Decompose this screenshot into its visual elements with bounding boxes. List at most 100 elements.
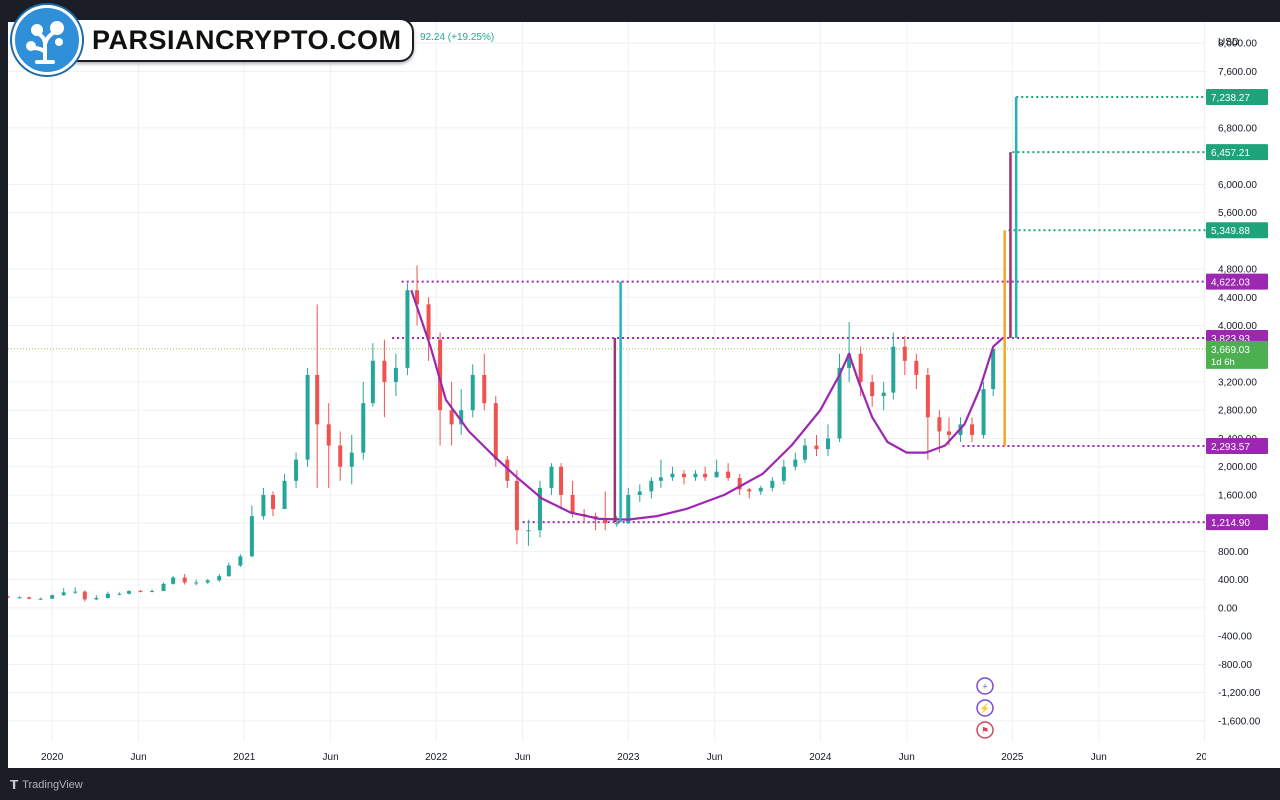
currency-label: USD xyxy=(1218,37,1239,48)
candle xyxy=(493,403,498,460)
candle xyxy=(226,565,231,577)
candle xyxy=(27,597,32,599)
price-axis-panel[interactable]: USD 8,000.00 7,600.00 6,800.00 6,000.00 5,600… xyxy=(1162,22,1280,768)
candle xyxy=(837,367,842,439)
x-tick-label: 2024 xyxy=(809,752,832,763)
candle xyxy=(38,598,43,600)
plus-icon xyxy=(976,677,994,695)
y-tick-label: -1,200.00 xyxy=(1218,688,1261,699)
candle xyxy=(361,403,366,453)
x-tick-label: 2020 xyxy=(41,752,64,763)
candle xyxy=(737,478,742,490)
candle xyxy=(405,290,410,368)
x-tick-label: 2025 xyxy=(1001,752,1024,763)
y-tick-label: 6,000.00 xyxy=(1218,180,1257,191)
y-tick-label: -1,600.00 xyxy=(1218,716,1261,727)
plus-icon-glyph: + xyxy=(982,682,987,692)
level-price-label: 1,214.90 xyxy=(1211,518,1250,529)
candle xyxy=(150,590,155,592)
candle xyxy=(726,471,731,478)
tradingview-logo[interactable]: 𝗧 TradingView xyxy=(10,778,83,792)
footer-bar xyxy=(0,768,1280,800)
level-price-tag xyxy=(1206,88,1268,105)
candle xyxy=(781,466,786,481)
candle xyxy=(315,374,320,425)
level-price-label: 6,457.21 xyxy=(1211,148,1250,159)
candle xyxy=(171,577,176,584)
tradingview-logo-icon: 𝗧 xyxy=(10,778,19,792)
lightning-icon-glyph: ⚡ xyxy=(979,703,990,715)
level-price-tag xyxy=(1206,514,1268,531)
y-tick-label: 6,800.00 xyxy=(1218,123,1257,134)
x-tick-label: Jun xyxy=(707,752,723,763)
candle xyxy=(714,471,719,478)
candle xyxy=(870,382,875,397)
chart-frame: 2020 Jun 2021 Jun 2022 Jun 2023 Jun 2024 Jun 2025 J… xyxy=(8,22,1214,768)
candle xyxy=(514,480,519,531)
candle xyxy=(382,360,387,382)
y-tick-label: 4,400.00 xyxy=(1218,293,1257,304)
candle xyxy=(614,523,619,525)
candle xyxy=(981,389,986,435)
candle xyxy=(470,374,475,411)
candle xyxy=(649,480,654,492)
candle xyxy=(770,480,775,488)
candle xyxy=(814,445,819,450)
candle xyxy=(482,374,487,404)
candle xyxy=(459,410,464,425)
y-tick-label: 4,000.00 xyxy=(1218,321,1257,332)
price-chart[interactable]: 2020 Jun 2021 Jun 2022 Jun 2023 Jun 2024 Jun 2025 J… xyxy=(8,22,1214,768)
y-tick-label: 3,200.00 xyxy=(1218,378,1257,389)
candle xyxy=(105,593,110,598)
level-price-label: 3,823.93 xyxy=(1211,334,1250,345)
candle xyxy=(294,459,299,481)
countdown-label: 1d 6h xyxy=(1211,357,1235,368)
level-price-label: 5,349.88 xyxy=(1211,226,1250,237)
candle xyxy=(603,519,608,524)
candle xyxy=(305,374,310,460)
y-tick-label: 800.00 xyxy=(1218,547,1249,558)
candle xyxy=(8,596,10,598)
candle xyxy=(946,431,951,435)
candle xyxy=(161,583,166,591)
candle xyxy=(338,445,343,467)
candle xyxy=(194,582,199,584)
candle xyxy=(205,580,210,583)
level-price-label: 4,622.03 xyxy=(1211,278,1250,289)
candle xyxy=(637,491,642,495)
candle xyxy=(61,592,66,596)
x-tick-label: Jun xyxy=(323,752,339,763)
level-price-tag xyxy=(1206,222,1268,239)
candle xyxy=(261,494,266,517)
candle xyxy=(415,290,420,305)
y-tick-label: 1,600.00 xyxy=(1218,490,1257,501)
y-tick-label: 8,000.00 xyxy=(1218,39,1257,50)
candle xyxy=(747,489,752,492)
candle xyxy=(73,591,78,593)
candle xyxy=(891,346,896,393)
candle xyxy=(238,556,243,566)
candle xyxy=(271,494,276,510)
candle xyxy=(182,577,187,583)
candle xyxy=(826,438,831,450)
y-tick-label: 2,000.00 xyxy=(1218,462,1257,473)
candle xyxy=(282,480,287,510)
level-price-label: 2,293.57 xyxy=(1211,442,1250,453)
candle xyxy=(881,392,886,397)
level-price-tag xyxy=(1206,273,1268,290)
candle xyxy=(681,473,686,478)
cup-handle-curve xyxy=(410,289,1004,521)
candle xyxy=(693,473,698,478)
tradingview-label: TradingView xyxy=(22,779,83,791)
x-tick-label: Jun xyxy=(1091,752,1107,763)
candle xyxy=(526,530,531,532)
candle xyxy=(449,410,454,425)
y-tick-label: -800.00 xyxy=(1218,660,1252,671)
candle xyxy=(426,304,431,340)
last-price-label: 3,669.03 xyxy=(1211,345,1250,356)
candle xyxy=(703,473,708,478)
candle xyxy=(138,590,143,592)
lightning-icon xyxy=(976,699,994,717)
candle xyxy=(249,516,254,557)
level-price-tag xyxy=(1206,144,1268,161)
